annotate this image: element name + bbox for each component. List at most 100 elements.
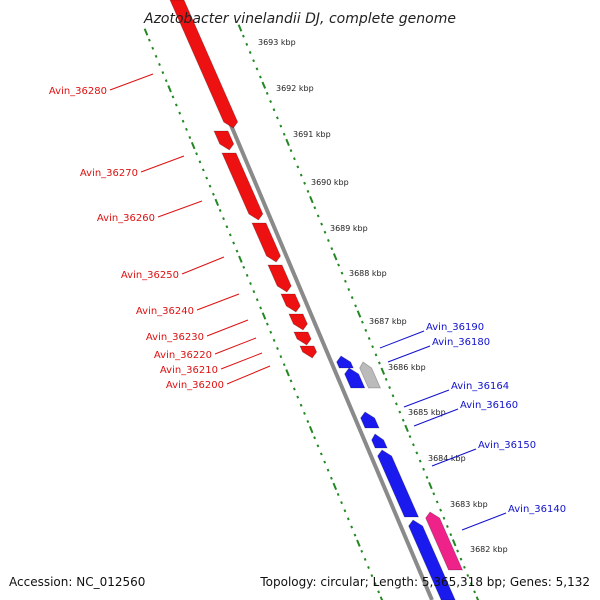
tick-mark [282, 132, 286, 136]
tick-mark [347, 287, 351, 291]
tick-mark [222, 217, 225, 221]
tick-mark [451, 539, 457, 547]
forward-leader-line [214, 337, 257, 355]
tick-mark [340, 271, 344, 275]
tick-mark [208, 184, 212, 188]
reverse-gene-label[interactable]: Avin_36160 [460, 400, 518, 411]
forward-gene-label[interactable]: Avin_36210 [160, 365, 218, 376]
tick-mark [252, 59, 255, 63]
tick-mark [364, 328, 368, 332]
reverse-gene-3[interactable] [360, 411, 380, 429]
tick-mark [212, 192, 215, 196]
forward-leader-line [157, 200, 203, 218]
forward-gene-label[interactable]: Avin_36220 [154, 350, 212, 361]
forward-gene-label[interactable]: Avin_36260 [97, 213, 155, 224]
reverse-gene-label[interactable]: Avin_36180 [432, 337, 490, 348]
reverse-gene-6[interactable] [408, 519, 456, 600]
tick-mark [285, 369, 290, 377]
tick-mark [435, 500, 439, 504]
tick-mark [380, 367, 386, 375]
forward-gene-9[interactable] [299, 345, 318, 359]
tick-mark [337, 263, 340, 267]
tick-mark [292, 387, 296, 391]
tick-mark [188, 135, 192, 139]
forward-gene-3[interactable] [221, 152, 264, 221]
pseudo-gene-1[interactable] [359, 361, 382, 389]
tick-mark [174, 103, 178, 107]
kbp-label: 3689 kbp [330, 224, 368, 233]
tick-mark [319, 452, 323, 456]
tick-mark [456, 549, 459, 553]
tick-mark [425, 475, 429, 479]
reverse-genes [336, 355, 464, 600]
tick-mark [299, 173, 303, 177]
tick-mark [469, 582, 473, 586]
rna-gene-1[interactable] [425, 511, 464, 571]
tick-mark [370, 574, 374, 578]
forward-gene-label[interactable]: Avin_36280 [49, 86, 107, 97]
genome-title: Azotobacter vinelandii DJ, complete geno… [143, 11, 456, 27]
tick-mark [360, 549, 364, 553]
reverse-gene-2[interactable] [344, 367, 366, 389]
tick-mark [238, 255, 243, 263]
forward-gene-label[interactable]: Avin_36270 [80, 168, 138, 179]
kbp-label: 3685 kbp [408, 408, 446, 417]
tick-mark [269, 100, 272, 104]
tick-mark [237, 24, 243, 32]
tick-mark [158, 62, 161, 66]
forward-gene-2[interactable] [213, 130, 235, 151]
reverse-gene-1[interactable] [336, 355, 354, 369]
forward-gene-4[interactable] [251, 222, 281, 263]
tick-mark [412, 443, 415, 447]
forward-gene-6[interactable] [280, 293, 301, 313]
tick-mark [316, 214, 320, 218]
tick-mark [218, 209, 222, 213]
reverse-leader-line [387, 345, 431, 363]
reverse-gene-4[interactable] [371, 433, 388, 449]
tick-mark [181, 119, 185, 123]
forward-gene-label[interactable]: Avin_36200 [166, 380, 224, 391]
forward-genes [169, 0, 318, 359]
forward-gene-8[interactable] [293, 331, 312, 346]
tick-mark [279, 355, 283, 359]
tick-mark [185, 127, 188, 131]
left-tick-track [143, 28, 384, 600]
reverse-leader-line [461, 512, 507, 531]
tick-mark [303, 181, 306, 185]
forward-gene-1[interactable] [169, 0, 239, 129]
forward-leader-line [220, 352, 263, 370]
tick-mark [214, 198, 220, 207]
tick-mark [418, 459, 422, 463]
tick-mark [261, 81, 267, 89]
tick-mark [245, 42, 249, 46]
reverse-gene-label[interactable]: Avin_36164 [451, 381, 509, 392]
forward-leader-line [140, 155, 185, 173]
forward-gene-7[interactable] [288, 313, 308, 331]
reverse-leader-line [403, 389, 450, 408]
tick-mark [346, 517, 350, 521]
forward-gene-label[interactable]: Avin_36250 [121, 270, 179, 281]
tick-mark [446, 524, 449, 528]
reverse-gene-5[interactable] [377, 449, 420, 518]
forward-gene-label[interactable]: Avin_36240 [136, 306, 194, 317]
reverse-gene-label[interactable]: Avin_36150 [478, 440, 536, 451]
reverse-gene-label[interactable]: Avin_36190 [426, 322, 484, 333]
kbp-label: 3690 kbp [311, 178, 349, 187]
forward-gene-label[interactable]: Avin_36230 [146, 332, 204, 343]
tick-mark [326, 468, 330, 472]
tick-mark [147, 38, 151, 42]
forward-gene-5[interactable] [267, 264, 292, 293]
tick-mark [225, 225, 229, 229]
tick-mark [344, 279, 347, 283]
tick-mark [408, 435, 412, 439]
reverse-gene-label[interactable]: Avin_36140 [508, 504, 566, 515]
tick-mark [367, 566, 370, 570]
forward-leader-line [109, 73, 154, 91]
tick-mark [415, 451, 419, 455]
tick-mark [308, 425, 314, 434]
tick-mark [332, 482, 338, 491]
kbp-label: 3688 kbp [349, 269, 387, 278]
tick-mark [171, 95, 175, 99]
tick-mark [161, 71, 165, 75]
right-tick-track [237, 24, 480, 600]
